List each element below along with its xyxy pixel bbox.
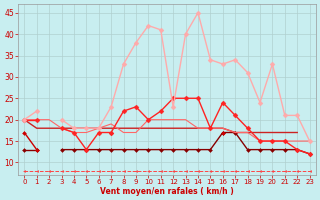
X-axis label: Vent moyen/en rafales ( km/h ): Vent moyen/en rafales ( km/h ) [100,187,234,196]
